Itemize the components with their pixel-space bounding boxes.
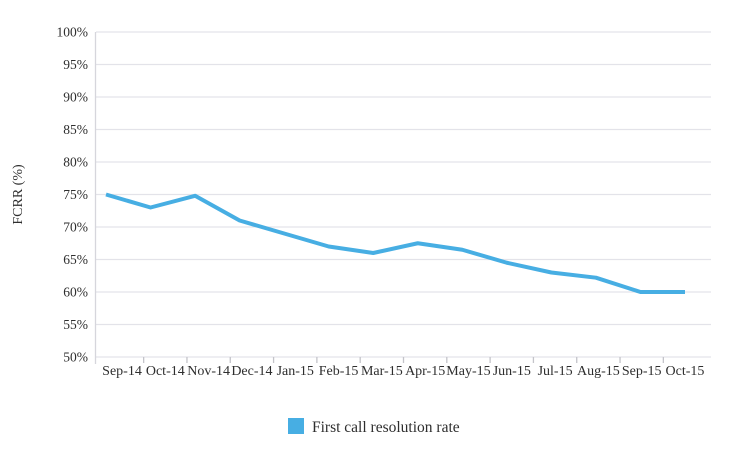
x-tick-label: Mar-15 [361, 364, 403, 379]
y-tick-label: 55% [63, 317, 88, 332]
series-line [105, 192, 685, 294]
x-tick-label: Apr-15 [405, 364, 445, 379]
y-tick-label: 60% [63, 285, 88, 300]
x-tick-label: Sep-14 [102, 364, 142, 379]
x-tick-label: Jan-15 [277, 364, 314, 379]
x-tick-label: May-15 [446, 364, 490, 379]
x-tick-label: Feb-15 [319, 364, 359, 379]
x-tick-label: Sep-15 [622, 364, 662, 379]
x-tick-label: Jul-15 [538, 364, 573, 379]
y-tick-label: 65% [63, 252, 88, 267]
x-tick-label: Dec-14 [231, 364, 272, 379]
y-tick-label: 85% [63, 122, 88, 137]
gridlines-layer [96, 31, 711, 358]
x-tick-label: Jun-15 [493, 364, 531, 379]
x-tick-label: Nov-14 [187, 364, 230, 379]
legend[interactable]: First call resolution rate [288, 418, 460, 436]
y-tick-label: 90% [63, 90, 88, 105]
axis-labels-layer: 100% 95% 90% 85% 80% 75% 70% 65% 60% 55% 50% Sep-14… [57, 25, 705, 380]
series-layer [105, 192, 685, 294]
legend-label: First call resolution rate [312, 419, 460, 436]
y-tick-label: 80% [63, 155, 88, 170]
x-tick-label: Aug-15 [577, 364, 620, 379]
y-tick-label: 50% [63, 350, 88, 365]
y-axis-title: FCRR (%) [11, 164, 26, 225]
axes-layer [94, 32, 664, 364]
x-tick-label: Oct-14 [146, 364, 185, 379]
y-tick-label: 70% [63, 220, 88, 235]
y-tick-label: 100% [57, 25, 89, 40]
y-tick-label: 75% [63, 187, 88, 202]
x-tick-label: Oct-15 [666, 364, 705, 379]
y-tick-label: 95% [63, 57, 88, 72]
legend-swatch [288, 418, 304, 434]
